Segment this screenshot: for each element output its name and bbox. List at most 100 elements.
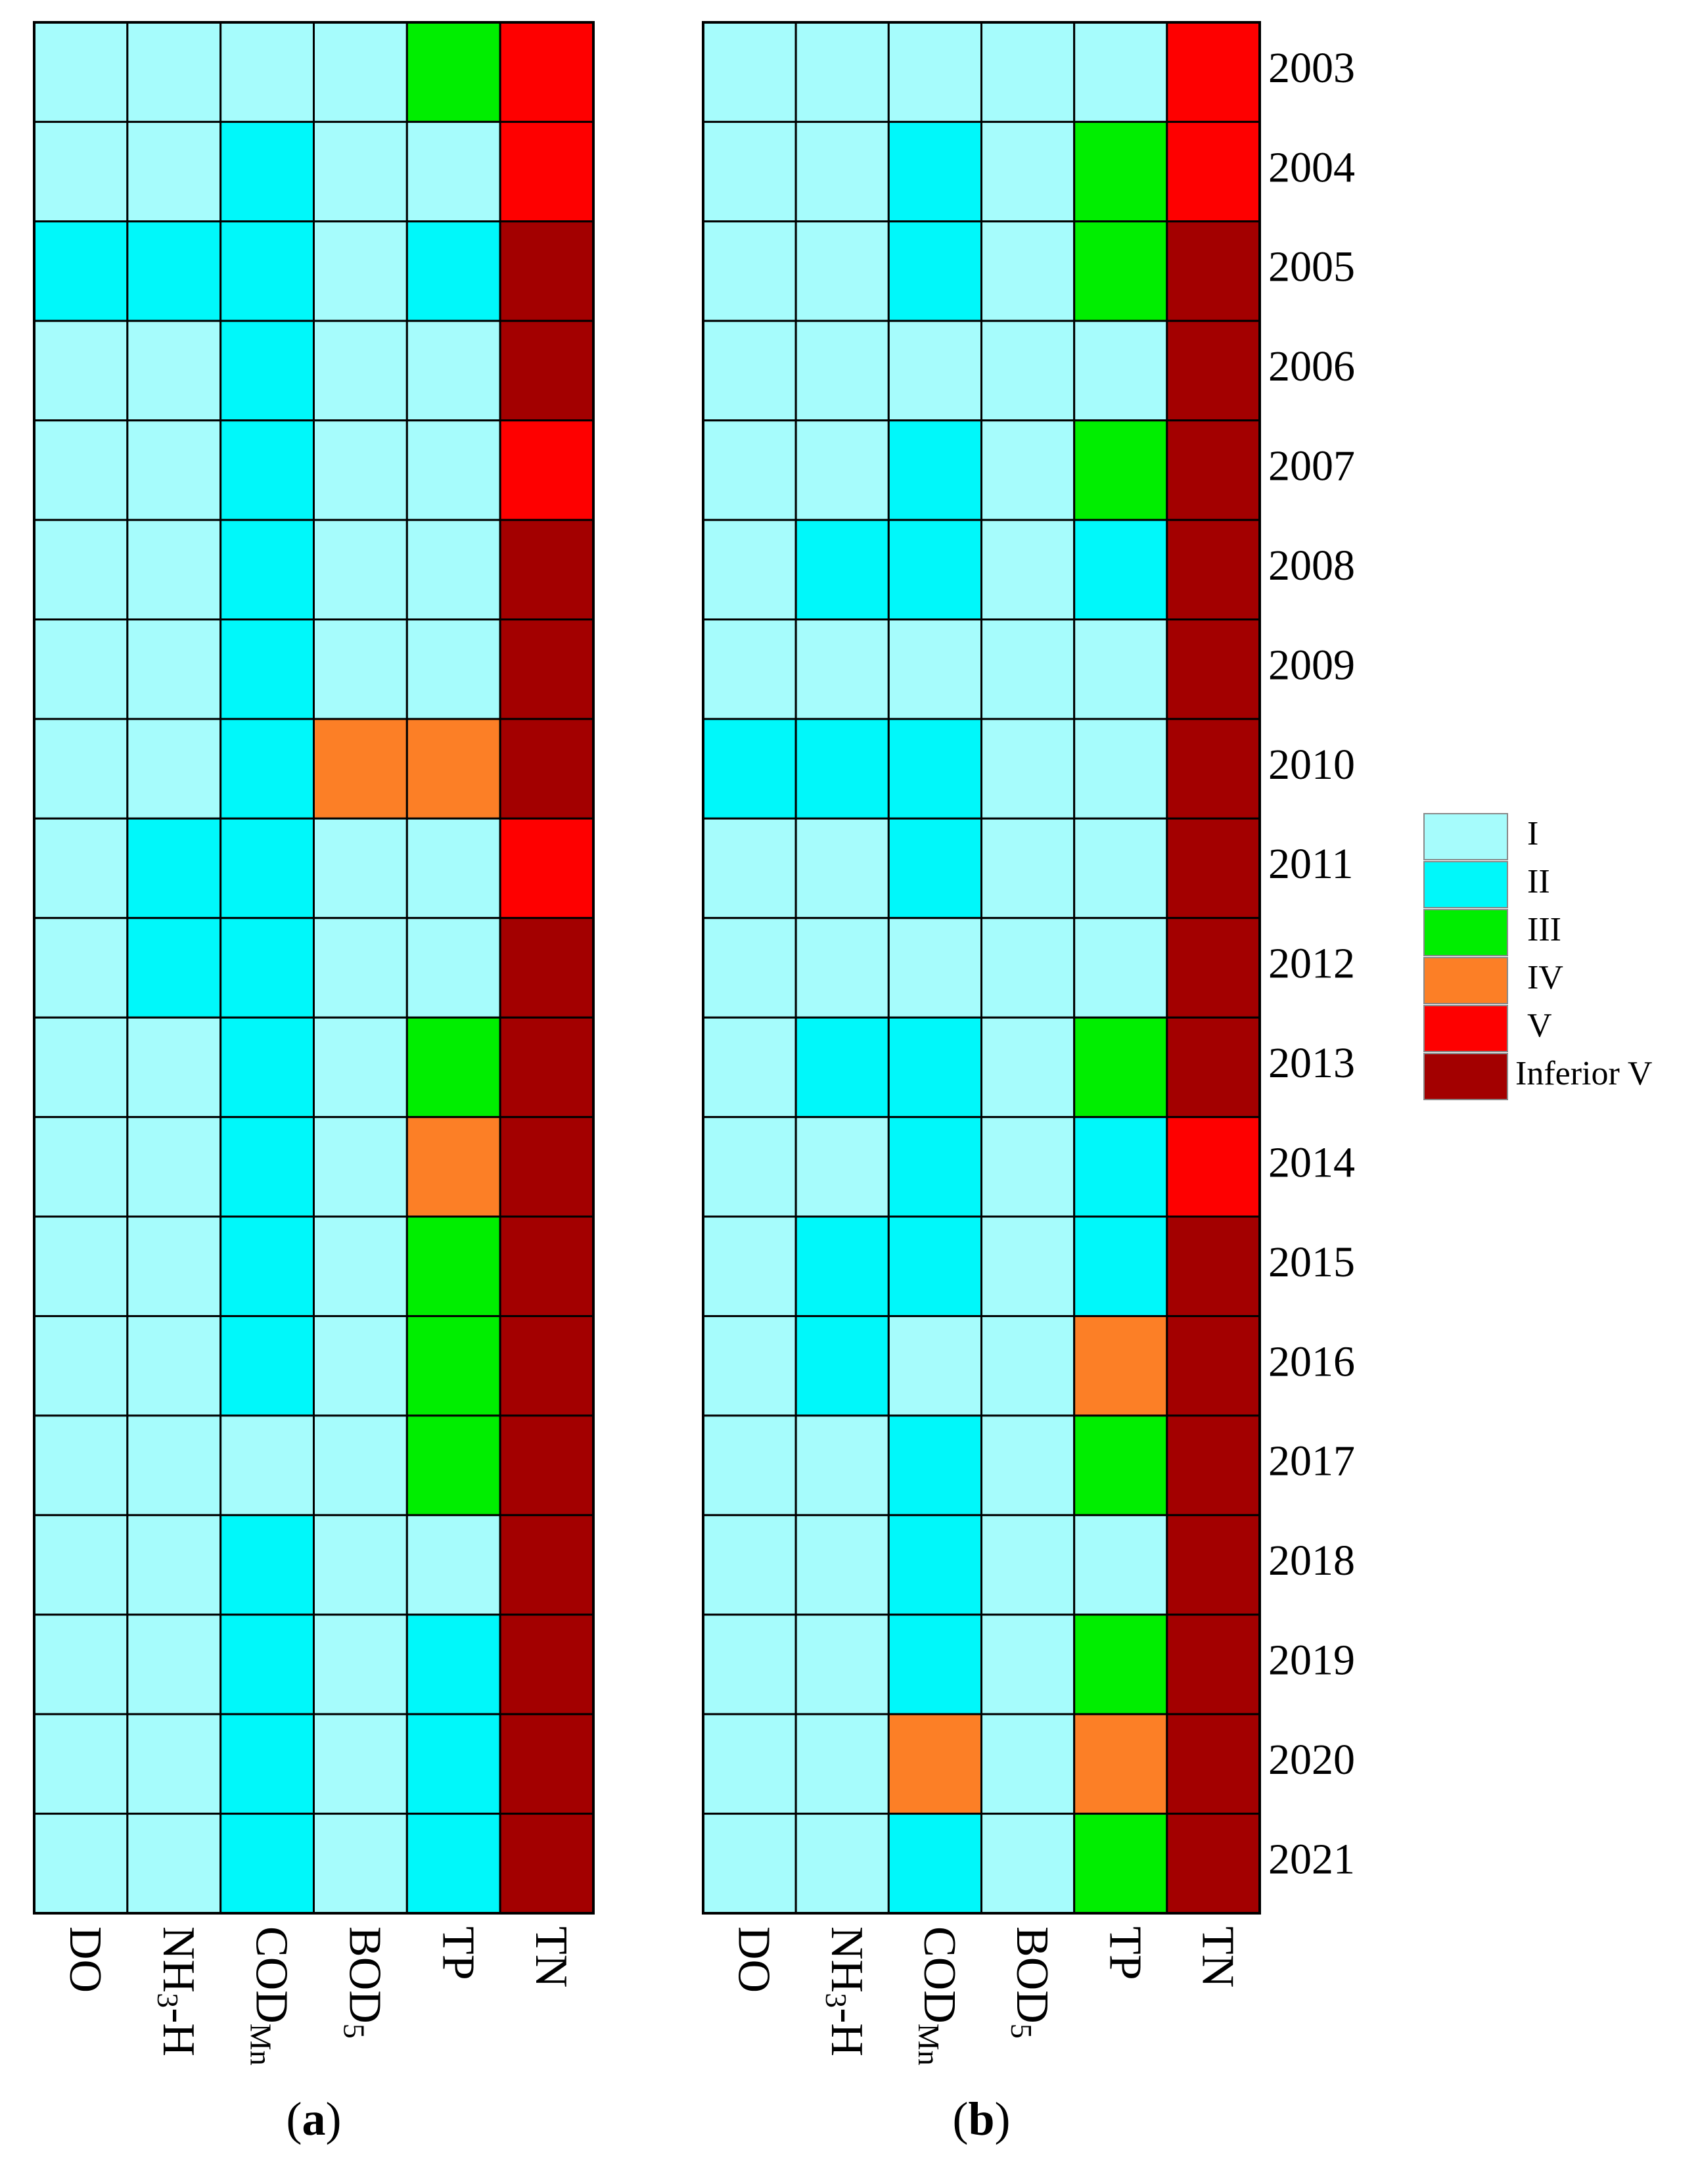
- heatmap-cell-b-2013-do: [702, 1016, 797, 1119]
- heatmap-cell-a-2019-tp: [405, 1614, 501, 1715]
- heatmap-cell-a-2007-tp: [405, 419, 501, 521]
- heatmap-cell-a-2011-nh: [126, 817, 222, 919]
- heatmap-cell-b-2014-do: [702, 1116, 797, 1218]
- heatmap-cell-b-2015-do: [702, 1215, 797, 1317]
- heatmap-cell-a-2006-tn: [499, 319, 595, 422]
- heatmap-cell-a-2012-bod: [313, 917, 408, 1019]
- heatmap-cell-b-2003-nh: [794, 21, 890, 123]
- year-label-2005: 2005: [1268, 243, 1355, 291]
- heatmap-cell-b-2015-tn: [1166, 1215, 1261, 1317]
- heatmap-cell-b-2005-tn: [1166, 220, 1261, 322]
- year-label-2016: 2016: [1268, 1337, 1355, 1385]
- year-label-2014: 2014: [1268, 1138, 1355, 1186]
- heatmap-cell-b-2005-do: [702, 220, 797, 322]
- heatmap-cell-b-2018-cod: [887, 1514, 983, 1616]
- heatmap-cell-b-2021-tp: [1073, 1813, 1168, 1915]
- heatmap-cell-a-2006-do: [33, 319, 129, 422]
- column-label-b-cod: CODMn: [912, 1926, 965, 2066]
- heatmap-cell-a-2005-tn: [499, 220, 595, 322]
- heatmap-cell-a-2016-bod: [313, 1314, 408, 1417]
- heatmap-cell-b-2006-tp: [1073, 319, 1168, 422]
- heatmap-cell-a-2018-nh: [126, 1514, 222, 1616]
- heatmap-cell-b-2018-tn: [1166, 1514, 1261, 1616]
- heatmap-cell-a-2004-do: [33, 120, 129, 223]
- year-label-2017: 2017: [1268, 1437, 1355, 1485]
- heatmap-cell-a-2009-tn: [499, 618, 595, 720]
- heatmap-cell-a-2015-do: [33, 1215, 129, 1317]
- heatmap-cell-b-2010-do: [702, 718, 797, 820]
- heatmap-cell-a-2007-nh: [126, 419, 222, 521]
- heatmap-cell-a-2018-cod: [219, 1514, 315, 1616]
- heatmap-cell-a-2008-tp: [405, 519, 501, 621]
- heatmap-cell-a-2010-do: [33, 718, 129, 820]
- column-label-b-nh: NH3-H: [819, 1926, 872, 2056]
- heatmap-cell-b-2007-tp: [1073, 419, 1168, 521]
- heatmap-cell-a-2015-tp: [405, 1215, 501, 1317]
- heatmap-cell-b-2011-cod: [887, 817, 983, 919]
- heatmap-cell-b-2014-cod: [887, 1116, 983, 1218]
- year-label-2004: 2004: [1268, 143, 1355, 191]
- heatmap-cell-b-2006-bod: [980, 319, 1076, 422]
- legend-swatch-iii: [1423, 909, 1508, 956]
- heatmap-cell-a-2021-do: [33, 1813, 129, 1915]
- heatmap-cell-a-2010-tn: [499, 718, 595, 820]
- heatmap-cell-a-2018-do: [33, 1514, 129, 1616]
- heatmap-cell-b-2015-bod: [980, 1215, 1076, 1317]
- year-label-2012: 2012: [1268, 940, 1355, 988]
- heatmap-cell-b-2004-bod: [980, 120, 1076, 223]
- panel-a-heatmap: DO NH3-H CODMn BOD5 TP TN (a): [33, 21, 595, 2145]
- heatmap-cell-a-2013-do: [33, 1016, 129, 1119]
- heatmap-cell-a-2016-tp: [405, 1314, 501, 1417]
- heatmap-cell-b-2009-do: [702, 618, 797, 720]
- heatmap-cell-b-2016-tn: [1166, 1314, 1261, 1417]
- heatmap-cell-b-2021-bod: [980, 1813, 1076, 1915]
- heatmap-cell-b-2016-tp: [1073, 1314, 1168, 1417]
- heatmap-cell-b-2006-cod: [887, 319, 983, 422]
- heatmap-cell-b-2010-tn: [1166, 718, 1261, 820]
- heatmap-cell-a-2013-tn: [499, 1016, 595, 1119]
- heatmap-cell-a-2019-do: [33, 1614, 129, 1715]
- heatmap-cell-a-2017-cod: [219, 1414, 315, 1516]
- heatmap-cell-b-2015-cod: [887, 1215, 983, 1317]
- year-label-2021: 2021: [1268, 1835, 1355, 1883]
- heatmap-cell-b-2019-tp: [1073, 1614, 1168, 1715]
- heatmap-cell-b-2007-bod: [980, 419, 1076, 521]
- legend-label-iii: III: [1527, 911, 1561, 948]
- heatmap-cell-a-2014-bod: [313, 1116, 408, 1218]
- heatmap-cell-b-2005-bod: [980, 220, 1076, 322]
- heatmap-cell-a-2021-nh: [126, 1813, 222, 1915]
- heatmap-cell-b-2019-tn: [1166, 1614, 1261, 1715]
- heatmap-cell-a-2020-nh: [126, 1713, 222, 1815]
- heatmap-cell-b-2020-tp: [1073, 1713, 1168, 1815]
- heatmap-cell-b-2020-cod: [887, 1713, 983, 1815]
- heatmap-cell-b-2011-nh: [794, 817, 890, 919]
- heatmap-cell-b-2019-bod: [980, 1614, 1076, 1715]
- heatmap-cell-a-2006-tp: [405, 319, 501, 422]
- heatmap-cell-b-2003-cod: [887, 21, 983, 123]
- heatmap-cell-a-2004-cod: [219, 120, 315, 223]
- heatmap-cell-a-2011-tn: [499, 817, 595, 919]
- heatmap-cell-b-2011-bod: [980, 817, 1076, 919]
- heatmap-cell-b-2020-do: [702, 1713, 797, 1815]
- heatmap-cell-b-2015-nh: [794, 1215, 890, 1317]
- heatmap-cell-a-2019-tn: [499, 1614, 595, 1715]
- year-label-2009: 2009: [1268, 641, 1355, 689]
- heatmap-cell-a-2003-nh: [126, 21, 222, 123]
- panel-border-b: [702, 21, 1261, 1915]
- heatmap-cell-b-2004-do: [702, 120, 797, 223]
- heatmap-cell-b-2005-nh: [794, 220, 890, 322]
- heatmap-cell-b-2007-do: [702, 419, 797, 521]
- heatmap-cell-b-2021-tn: [1166, 1813, 1261, 1915]
- heatmap-cell-b-2003-bod: [980, 21, 1076, 123]
- heatmap-cell-a-2015-nh: [126, 1215, 222, 1317]
- heatmap-cell-b-2019-do: [702, 1614, 797, 1715]
- year-label-2011: 2011: [1268, 840, 1354, 888]
- legend-swatch-ii: [1423, 861, 1508, 908]
- column-label-b-bod: BOD5: [1005, 1926, 1058, 2039]
- heatmap-cell-b-2018-do: [702, 1514, 797, 1616]
- heatmap-cell-b-2019-nh: [794, 1614, 890, 1715]
- heatmap-cell-b-2012-tn: [1166, 917, 1261, 1019]
- legend-swatch-i: [1423, 813, 1508, 860]
- year-label-2007: 2007: [1268, 442, 1355, 490]
